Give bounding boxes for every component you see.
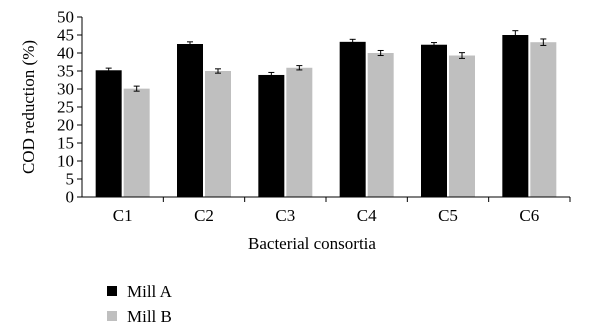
bar-mill-a-c5 <box>421 44 447 197</box>
bar-mill-a-c4 <box>339 41 366 198</box>
legend-swatch-mill-a <box>107 286 117 296</box>
y-tick-label: 15 <box>57 134 74 153</box>
x-tick-label: C3 <box>275 206 295 225</box>
x-tick-label: C4 <box>357 206 377 225</box>
y-tick-label: 35 <box>57 62 74 81</box>
legend-label-mill-a: Mill A <box>127 282 173 301</box>
x-axis-label: Bacterial consortia <box>248 234 376 253</box>
bar-mill-b-c6 <box>530 42 557 198</box>
bar-mill-a-c6 <box>502 35 529 197</box>
x-ticks-layer: C1 C2 C3 C4 C5 C6 <box>113 197 571 225</box>
x-tick-label: C2 <box>194 206 214 225</box>
y-tick-label: 20 <box>57 116 74 135</box>
bar-mill-b-c1 <box>123 88 150 197</box>
y-tick-label: 0 <box>66 188 75 207</box>
y-axis-label: COD reduction (%) <box>19 40 38 174</box>
x-tick-label: C1 <box>113 206 133 225</box>
bar-mill-b-c4 <box>367 53 394 197</box>
bars-layer <box>95 30 557 198</box>
y-tick-label: 40 <box>57 44 74 63</box>
y-tick-label: 5 <box>66 170 75 189</box>
y-tick-label: 10 <box>57 152 74 171</box>
bar-mill-a-c3 <box>258 74 285 197</box>
x-tick-label: C5 <box>438 206 458 225</box>
y-tick-label: 45 <box>57 26 74 45</box>
y-tick-label: 30 <box>57 80 74 99</box>
bar-mill-a-c1 <box>95 70 122 197</box>
legend-label-mill-b: Mill B <box>127 307 172 326</box>
legend: Mill A Mill B <box>107 282 173 326</box>
bar-mill-b-c2 <box>205 71 231 197</box>
bar-mill-b-c5 <box>449 55 475 197</box>
bar-mill-b-c3 <box>286 67 313 197</box>
bar-mill-a-c2 <box>177 44 203 197</box>
y-tick-label: 25 <box>57 98 74 117</box>
y-tick-label: 50 <box>57 8 74 27</box>
legend-swatch-mill-b <box>107 311 117 321</box>
x-tick-label: C6 <box>519 206 539 225</box>
